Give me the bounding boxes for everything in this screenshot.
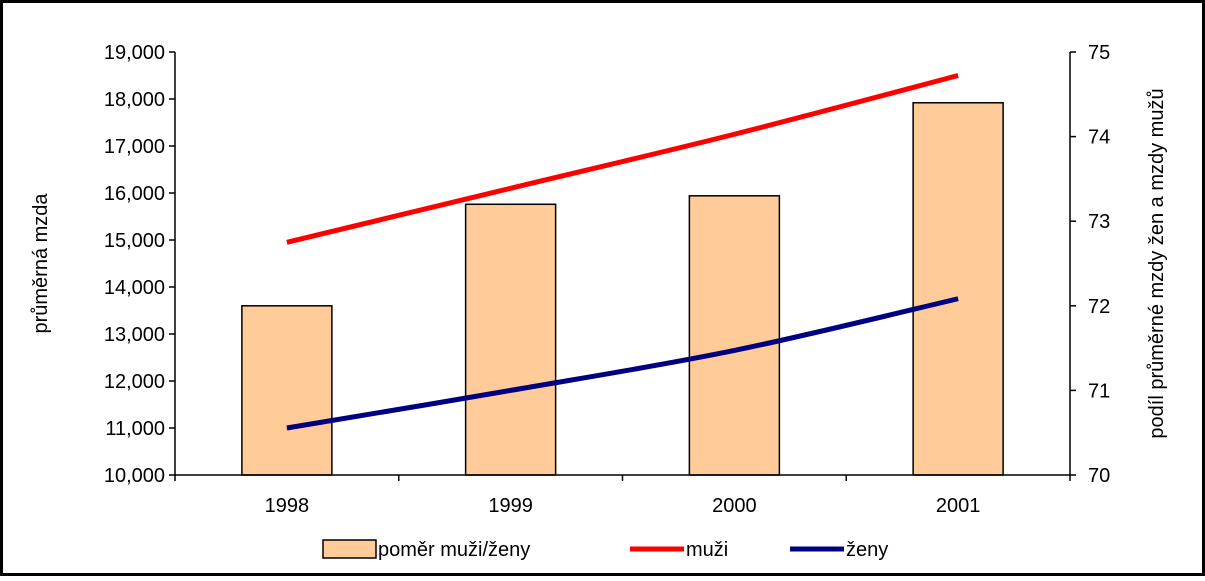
legend-swatch-bar [322, 539, 377, 559]
x-tick-label: 2000 [712, 495, 757, 517]
line-series-0 [286, 73, 959, 245]
y-right-tick-label: 72 [1088, 296, 1110, 318]
x-tick-label: 1999 [488, 495, 533, 517]
y-left-tick-label: 10,000 [104, 465, 165, 487]
legend-label-line-1: ženy [846, 539, 888, 561]
y-right-tick-label: 71 [1088, 380, 1110, 402]
bar-1999 [464, 203, 557, 476]
y-axis-right-title: podíl průměrné mzdy žen a mzdy mužů [1146, 88, 1168, 438]
y-left-tick-label: 17,000 [104, 136, 165, 158]
x-tick-label: 2001 [936, 495, 981, 517]
y-left-tick-label: 12,000 [104, 371, 165, 393]
y-left-tick-label: 18,000 [104, 89, 165, 111]
y-right-tick-label: 74 [1088, 127, 1110, 149]
y-left-tick-label: 16,000 [104, 183, 165, 205]
x-tick-label: 1998 [265, 495, 310, 517]
y-left-tick-label: 11,000 [105, 418, 165, 440]
bar-2000 [688, 195, 781, 476]
legend-label-line-0: muži [686, 539, 728, 561]
y-left-tick-label: 13,000 [104, 324, 165, 346]
y-axis-left-title: průměrná mzda [30, 193, 52, 334]
bar-1998 [241, 305, 333, 476]
y-left-tick-label: 15,000 [104, 230, 165, 252]
bar-2001 [912, 102, 1004, 476]
y-right-tick-label: 73 [1088, 211, 1110, 233]
y-right-tick-label: 75 [1088, 42, 1110, 64]
legend-label-bar: poměr muži/ženy [378, 539, 530, 561]
y-right-tick-label: 70 [1088, 465, 1110, 487]
line-series-1 [286, 296, 959, 431]
y-left-tick-label: 19,000 [104, 42, 165, 64]
y-left-tick-label: 14,000 [104, 277, 165, 299]
